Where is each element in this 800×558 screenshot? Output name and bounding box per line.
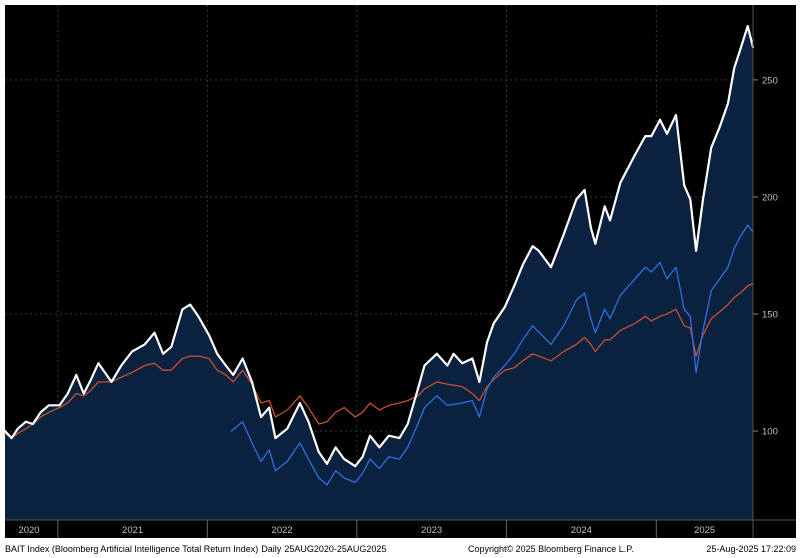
index-name: BAIT Index (Bloomberg Artificial Intelli… xyxy=(5,544,259,554)
y-tick-label: 200 xyxy=(762,192,778,203)
timestamp-text: 25-Aug-2025 17:22:09 xyxy=(706,544,796,554)
bait-series-line xyxy=(3,25,755,468)
area-layer xyxy=(5,26,753,520)
x-tick-label: 2022 xyxy=(272,525,293,536)
x-tick-label: 2021 xyxy=(122,525,143,536)
frequency: Daily xyxy=(261,544,282,554)
blue-series-line xyxy=(230,224,754,486)
x-tick-label: 2024 xyxy=(571,525,592,536)
line-layer xyxy=(3,25,755,486)
y-tick-label: 150 xyxy=(762,310,778,321)
y-tick-label: 250 xyxy=(762,75,778,86)
x-tick-label: 2020 xyxy=(18,525,39,536)
axis-layer: 100 150 200 250 2020 2021 2022 2023 2024 2025 xyxy=(5,5,796,538)
chart-footer-description: BAIT Index (Bloomberg Artificial Intelli… xyxy=(5,543,389,555)
bait-area xyxy=(5,26,753,520)
x-tick-label: 2025 xyxy=(694,525,715,536)
copyright-text: Copyright© 2025 Bloomberg Finance L.P. xyxy=(468,544,634,554)
x-tick-label: 2023 xyxy=(421,525,442,536)
grid-layer xyxy=(5,5,753,520)
date-range: 25AUG2020-25AUG2025 xyxy=(284,544,387,554)
orange-series-line xyxy=(4,282,754,439)
y-tick-label: 100 xyxy=(762,427,778,438)
